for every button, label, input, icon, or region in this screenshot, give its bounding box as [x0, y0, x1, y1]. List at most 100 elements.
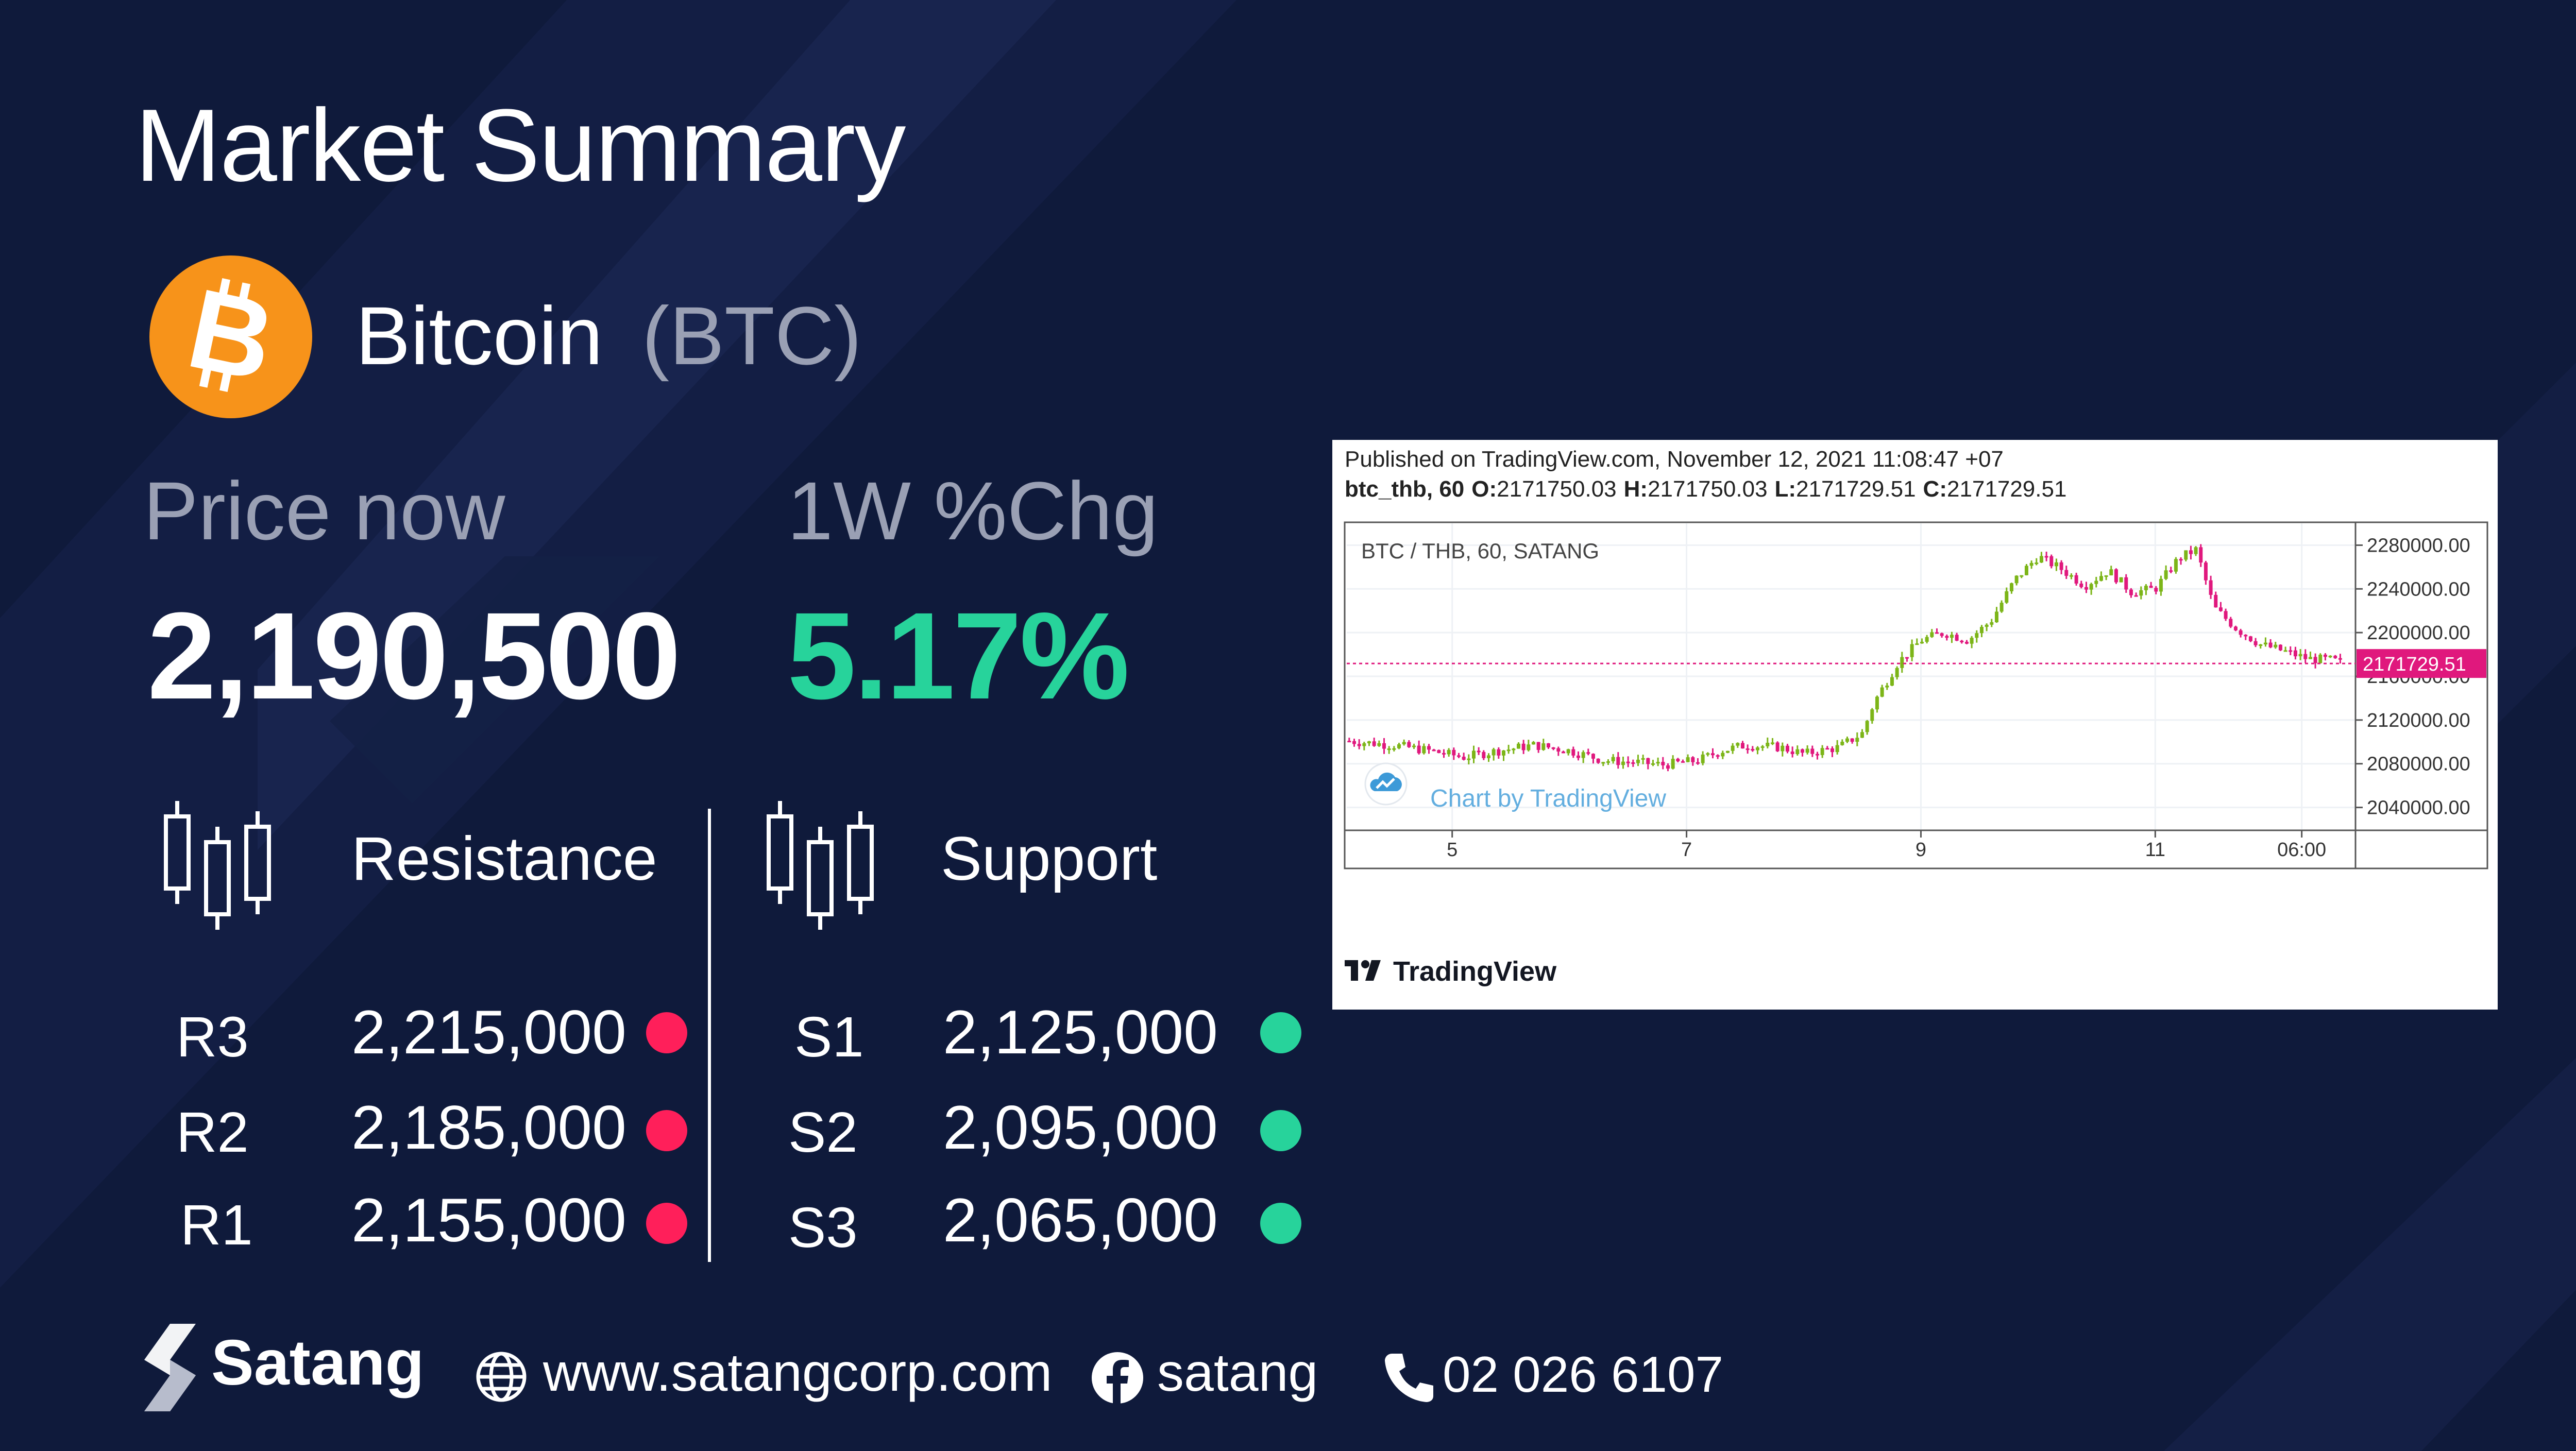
candle-down — [1825, 748, 1829, 750]
candle-down — [1437, 750, 1441, 753]
candle-down — [2084, 587, 2088, 590]
candle-up — [1467, 758, 1471, 760]
candle-down — [1850, 738, 1854, 742]
support-s1-label: S1 — [794, 1005, 864, 1069]
candle-down — [1521, 743, 1526, 750]
candle-up — [1706, 753, 1710, 755]
candle-up — [1506, 749, 1511, 752]
candle-down — [2059, 562, 2063, 570]
tradingview-logo: TradingView — [1345, 956, 1557, 987]
candle-up — [1880, 687, 1884, 697]
candle-up — [1367, 741, 1371, 744]
candle-up — [1990, 622, 1994, 625]
candle-down — [2338, 658, 2342, 660]
candle-up — [2328, 656, 2332, 658]
support-dot — [1260, 1203, 1301, 1244]
candle-up — [1840, 741, 1844, 745]
candle-up — [1606, 761, 1610, 763]
candle-down — [1427, 746, 1431, 750]
candle-up — [1865, 721, 1869, 732]
coin-ticker: (BTC) — [642, 289, 862, 382]
candle-down — [1372, 741, 1376, 746]
candle-up — [2039, 556, 2043, 563]
candle-down — [1945, 636, 1949, 638]
candle-up — [1447, 749, 1451, 755]
candle-up — [1471, 750, 1476, 759]
candles — [1347, 544, 2342, 772]
candle-down — [2239, 630, 2243, 635]
candle-up — [1885, 685, 1889, 688]
support-s3-value: 2,065,000 — [943, 1186, 1218, 1255]
candle-down — [1646, 758, 1650, 764]
globe-icon — [476, 1352, 527, 1402]
candle-down — [2253, 641, 2258, 645]
candle-up — [2274, 644, 2278, 647]
candle-up — [1860, 732, 1864, 738]
last-price-label: 2171729.51 — [2363, 654, 2466, 675]
candle-down — [1696, 762, 1700, 764]
chart-frame — [1344, 521, 2488, 869]
facebook-link[interactable]: satang — [1157, 1343, 1318, 1403]
satang-logo: Satang — [144, 1324, 424, 1411]
support-s2-label: S2 — [788, 1101, 858, 1164]
weekly-change-label: 1W %Chg — [787, 465, 1159, 557]
y-tick-label: 2200000.00 — [2367, 622, 2470, 644]
candle-up — [1999, 603, 2004, 612]
candle-down — [1626, 761, 1630, 763]
candle-down — [1790, 752, 1794, 755]
phone-number[interactable]: 02 026 6107 — [1443, 1346, 1723, 1403]
candle-up — [1566, 749, 1570, 754]
candle-down — [1740, 743, 1744, 749]
candle-up — [2164, 570, 2168, 579]
phone-icon — [1385, 1354, 1433, 1402]
candle-up — [1950, 635, 1954, 638]
candle-down — [2079, 583, 2083, 587]
support-header: Support — [941, 824, 1158, 893]
resistance-header: Resistance — [351, 824, 657, 893]
resistance-r2-label: R2 — [176, 1101, 249, 1164]
candle-up — [1725, 750, 1730, 753]
price-chart: Published on TradingView.com, November 1… — [1344, 447, 2488, 987]
candle-up — [1686, 757, 1690, 762]
price-chart-panel: Published on TradingView.com, November 1… — [1332, 440, 2498, 1010]
candle-down — [2049, 556, 2054, 567]
support-s2-value: 2,095,000 — [943, 1093, 1218, 1162]
candle-up — [1736, 743, 1740, 746]
candle-down — [1955, 635, 1959, 641]
last-price-marker: 2171729.51 — [1347, 649, 2486, 678]
candle-up — [1501, 750, 1505, 756]
resistance-r1-label: R1 — [180, 1193, 253, 1257]
candle-down — [1935, 632, 1939, 634]
candle-up — [1910, 644, 1914, 657]
candle-up — [1377, 743, 1381, 746]
candle-up — [1820, 748, 1824, 755]
tradingview-logo-text: TradingView — [1393, 956, 1557, 987]
candle-up — [1985, 624, 1989, 627]
candle-down — [1452, 749, 1456, 756]
candle-down — [1691, 757, 1695, 762]
candle-up — [2099, 576, 2103, 581]
candle-up — [2263, 642, 2267, 645]
candle-down — [1382, 743, 1386, 749]
candle-up — [1636, 759, 1640, 763]
candle-up — [1835, 745, 1839, 753]
candle-down — [1616, 757, 1620, 765]
support-dot — [1260, 1110, 1301, 1151]
candle-down — [1551, 747, 1555, 749]
candle-down — [2289, 650, 2293, 652]
candle-up — [1516, 743, 1520, 749]
resistance-dot — [646, 1203, 687, 1244]
candle-up — [1994, 611, 1998, 623]
candle-up — [2020, 575, 2024, 577]
price-now-label: Price now — [143, 465, 505, 557]
candle-up — [1781, 745, 1785, 752]
candle-down — [1442, 753, 1446, 755]
watermark-text: Chart by TradingView — [1430, 785, 1666, 812]
levels-divider — [708, 809, 711, 1262]
website-link[interactable]: www.satangcorp.com — [543, 1343, 1053, 1403]
x-tick-label: 06:00 — [2277, 839, 2326, 861]
candle-down — [1716, 755, 1720, 757]
bitcoin-icon: B — [149, 255, 312, 418]
candle-up — [1915, 643, 1919, 645]
